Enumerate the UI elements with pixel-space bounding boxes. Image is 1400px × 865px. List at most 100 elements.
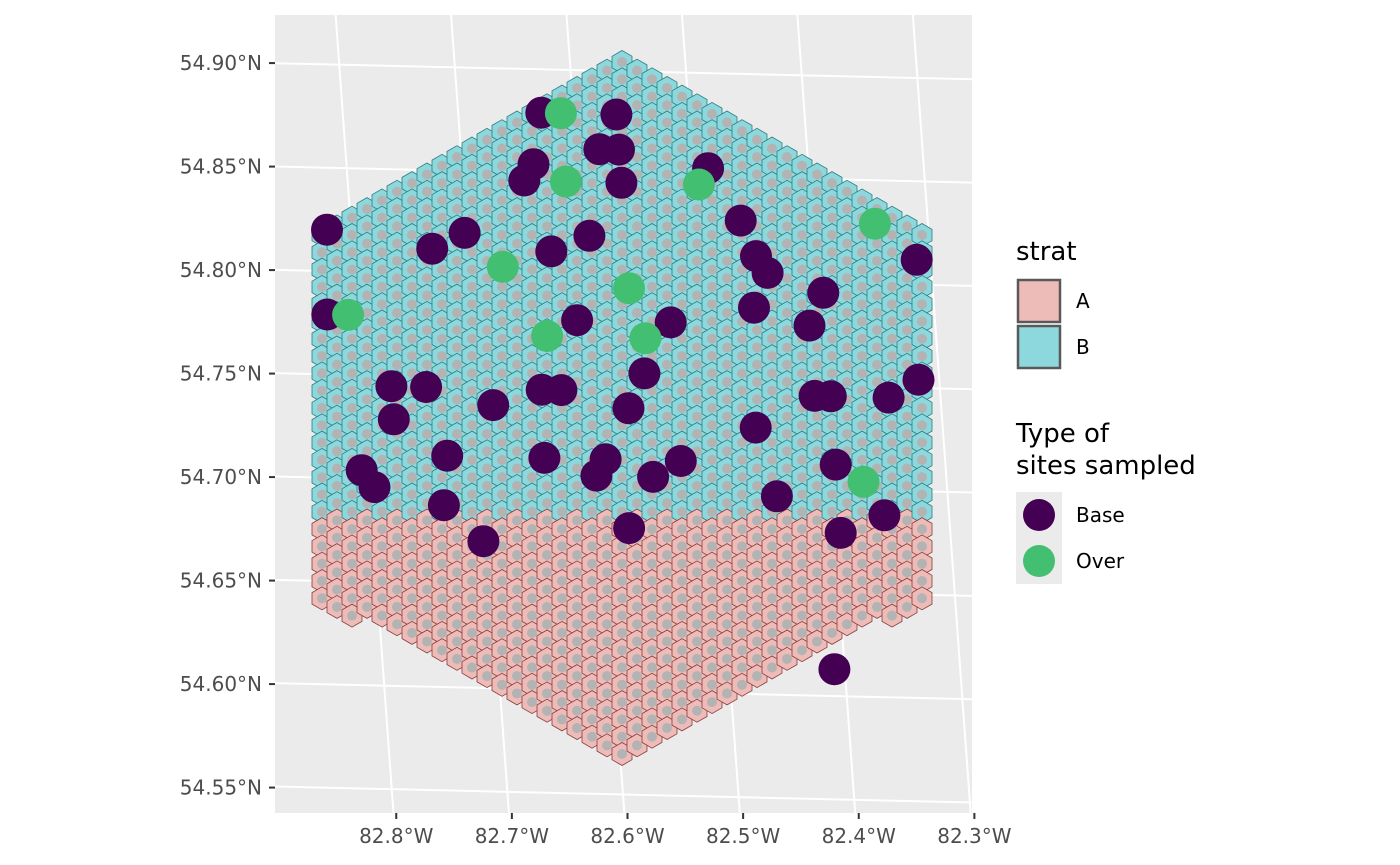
hex-centroid xyxy=(362,221,372,232)
x-tick-label: 82.8°W xyxy=(359,824,434,848)
hex-centroid xyxy=(737,645,747,656)
hex-centroid xyxy=(917,472,927,483)
hex-centroid xyxy=(857,333,867,344)
y-tick-label: 54.60°N xyxy=(180,672,262,696)
hex-centroid xyxy=(332,359,342,370)
hex-centroid xyxy=(407,576,417,586)
hex-centroid xyxy=(752,601,762,612)
hex-centroid xyxy=(527,558,537,569)
hex-centroid xyxy=(887,489,897,500)
hex-centroid xyxy=(542,584,552,595)
hex-centroid xyxy=(722,463,732,474)
hex-centroid xyxy=(707,299,717,310)
hex-centroid xyxy=(377,506,387,517)
site-point-base xyxy=(528,441,561,474)
hex-centroid xyxy=(722,238,732,249)
hex-centroid xyxy=(497,506,507,517)
hex-centroid xyxy=(797,437,807,448)
hex-centroid xyxy=(587,178,597,189)
hex-centroid xyxy=(677,714,687,725)
hex-centroid xyxy=(407,420,417,431)
hex-centroid xyxy=(872,359,882,370)
hex-centroid xyxy=(377,281,387,292)
hex-centroid xyxy=(647,126,657,137)
hex-centroid xyxy=(317,437,327,448)
hex-centroid xyxy=(797,489,807,500)
hex-centroid xyxy=(857,420,867,431)
hex-centroid xyxy=(467,264,477,275)
hex-centroid xyxy=(767,316,777,327)
site-point-base xyxy=(375,370,408,403)
hex-centroid xyxy=(542,273,552,284)
hex-centroid xyxy=(722,152,732,163)
hex-centroid xyxy=(707,247,717,258)
hex-centroid xyxy=(557,281,567,292)
hex-centroid xyxy=(857,437,867,448)
hex-centroid xyxy=(737,472,747,483)
hex-centroid xyxy=(362,394,372,405)
hex-centroid xyxy=(827,178,837,189)
hex-centroid xyxy=(362,204,372,215)
hex-centroid xyxy=(512,117,522,128)
hex-centroid xyxy=(587,679,597,690)
hex-centroid xyxy=(677,333,687,344)
y-tick-label: 54.70°N xyxy=(180,465,262,489)
hex-centroid xyxy=(407,627,417,638)
hex-centroid xyxy=(347,558,357,569)
hex-centroid xyxy=(482,221,492,232)
hex-centroid xyxy=(752,671,762,682)
hex-centroid xyxy=(782,601,792,612)
hex-centroid xyxy=(542,480,552,491)
hex-centroid xyxy=(467,316,477,327)
hex-centroid xyxy=(602,723,612,734)
hex-centroid xyxy=(662,705,672,716)
hex-centroid xyxy=(332,532,342,543)
hex-centroid xyxy=(692,636,702,647)
hex-centroid xyxy=(602,740,612,751)
hex-centroid xyxy=(917,333,927,344)
hex-centroid xyxy=(692,134,702,145)
hex-centroid xyxy=(512,619,522,630)
site-point-base xyxy=(628,357,661,390)
site-point-base xyxy=(807,276,840,309)
hex-centroid xyxy=(557,143,567,154)
hex-centroid xyxy=(917,281,927,292)
hex-centroid xyxy=(857,558,867,569)
hex-centroid xyxy=(467,143,477,154)
hex-centroid xyxy=(647,593,657,604)
hex-centroid xyxy=(797,160,807,171)
hex-centroid xyxy=(587,645,597,656)
hex-centroid xyxy=(677,506,687,517)
hex-centroid xyxy=(827,351,837,362)
hex-centroid xyxy=(497,143,507,154)
hex-centroid xyxy=(707,489,717,500)
hex-centroid xyxy=(677,195,687,206)
hex-centroid xyxy=(662,601,672,612)
hex-centroid xyxy=(392,567,402,578)
hex-centroid xyxy=(557,264,567,275)
hex-centroid xyxy=(572,550,582,561)
hex-centroid xyxy=(662,550,672,561)
hex-centroid xyxy=(662,290,672,301)
hex-centroid xyxy=(797,524,807,535)
hex-centroid xyxy=(467,506,477,517)
hex-centroid xyxy=(812,636,822,647)
hex-centroid xyxy=(887,351,897,362)
hex-centroid xyxy=(542,636,552,647)
hex-centroid xyxy=(647,143,657,154)
site-point-over xyxy=(629,322,662,355)
hex-centroid xyxy=(662,515,672,526)
site-point-base xyxy=(311,213,343,246)
hex-centroid xyxy=(467,454,477,465)
hex-centroid xyxy=(512,428,522,439)
hex-centroid xyxy=(332,446,342,457)
hex-centroid xyxy=(347,437,357,448)
hex-centroid xyxy=(632,636,642,647)
hex-centroid xyxy=(737,160,747,171)
hex-centroid xyxy=(557,524,567,535)
legend-label: Base xyxy=(1076,503,1125,527)
hex-centroid xyxy=(797,420,807,431)
hex-centroid xyxy=(662,411,672,422)
hex-centroid xyxy=(437,593,447,604)
hex-centroid xyxy=(707,351,717,362)
